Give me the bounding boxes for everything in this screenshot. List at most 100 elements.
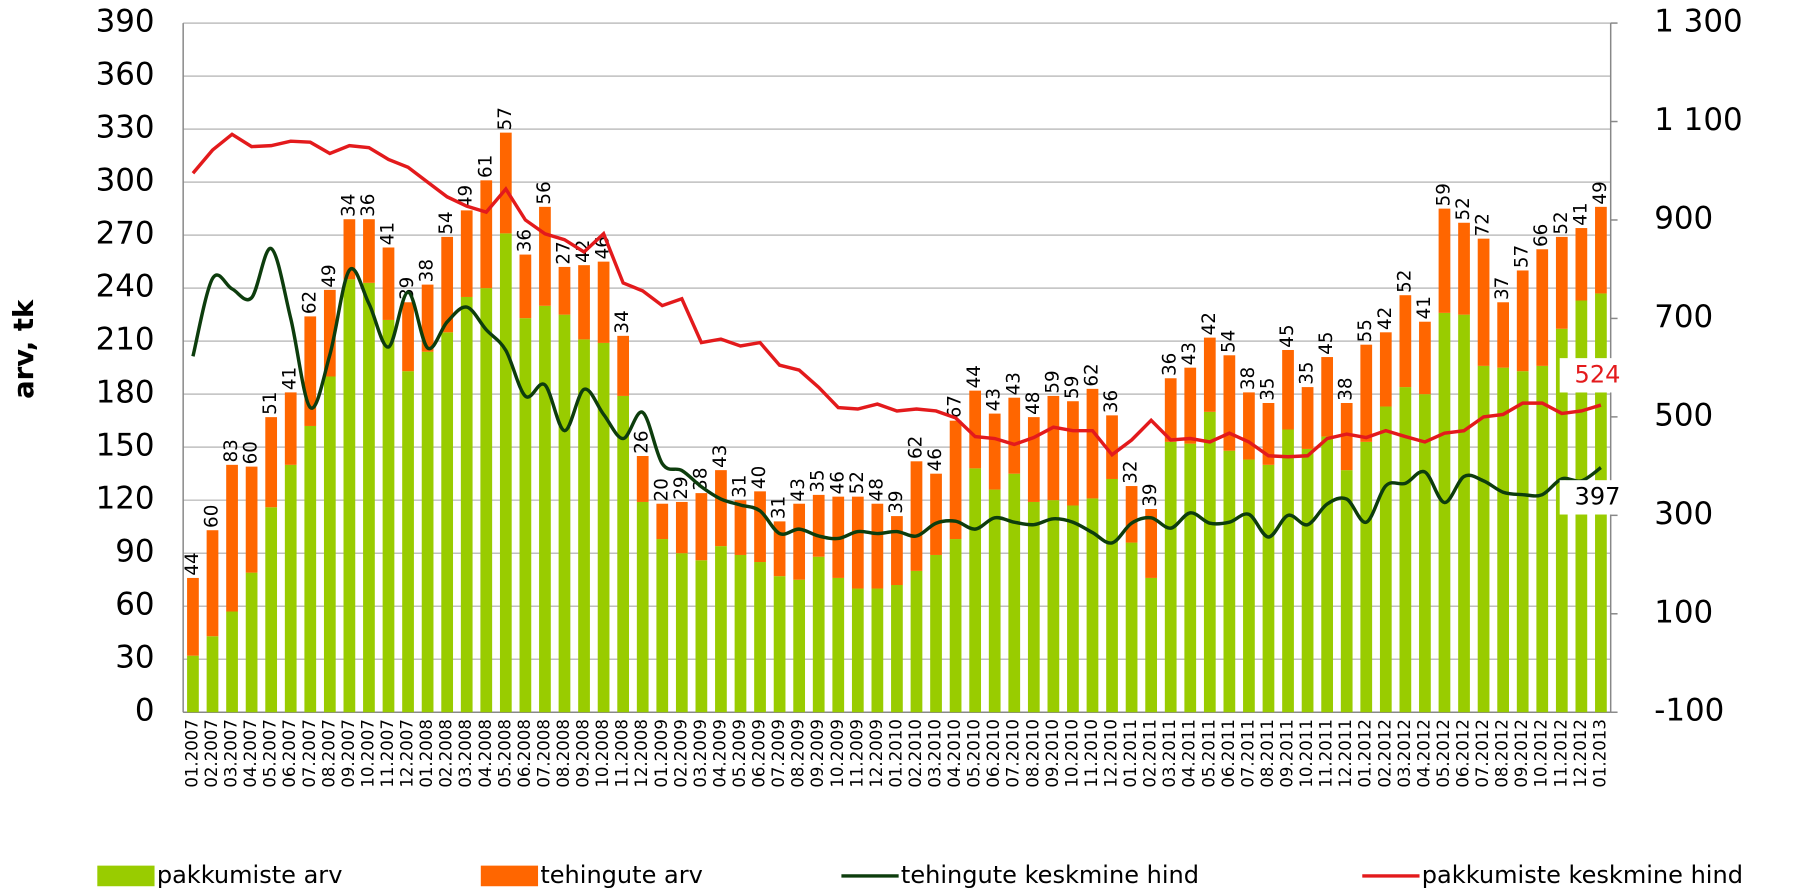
bar [1008,397,1021,474]
bar [441,236,454,333]
y-tick-label: 300 [96,163,155,199]
x-tick-label: 03.2009 [691,719,710,788]
x-tick-label: 12.2011 [1336,719,1355,788]
x-tick-label: 10.2008 [593,719,612,788]
bar [284,392,297,465]
bar [636,501,649,713]
bar [343,279,356,713]
bar [675,501,688,554]
bar [1125,486,1138,543]
bar [1047,395,1060,501]
y-tick-label: 0 [135,693,155,729]
x-tick-label: 10.2011 [1297,719,1316,788]
bar [1203,411,1216,713]
x-tick-label: 12.2007 [398,719,417,788]
bar [1301,448,1314,713]
bar [871,588,884,713]
bar [363,219,375,283]
bar [441,332,454,713]
bar [1027,501,1040,713]
y-tick-label: 180 [96,375,155,411]
bar [1106,415,1118,479]
bar [793,579,806,713]
bar [715,470,727,547]
data-label: 67 [945,395,966,418]
bar [1595,206,1607,294]
bar [1184,367,1197,444]
bar [656,503,669,540]
bar [1282,349,1294,430]
data-label: 66 [1531,224,1552,247]
bar [187,577,199,656]
data-label: 36 [1160,353,1181,376]
bar [1067,401,1079,506]
bar [656,539,669,713]
data-label: 40 [749,466,770,489]
data-label: 41 [1570,202,1591,225]
bar [930,473,942,555]
y-tick-label: 210 [96,322,155,358]
data-label: 62 [905,436,926,459]
bar [617,395,630,713]
x-tick-label: 01.2008 [417,719,436,788]
x-tick-label: 11.2008 [613,719,632,788]
bar [597,261,610,343]
bar [1067,505,1079,713]
x-tick-label: 09.2011 [1278,719,1297,788]
x-tick-label: 01.2013 [1590,719,1609,788]
legend-label: tehingute keskmine hind [901,861,1199,889]
x-tick-label: 04.2008 [476,719,495,788]
x-tick-label: 11.2009 [847,719,866,788]
data-label: 45 [1316,331,1337,354]
data-label: 52 [1394,270,1415,293]
label-box [1559,480,1636,515]
bar [1379,406,1392,713]
bar [1419,321,1431,395]
bar [1262,402,1275,465]
x-tick-label: 11.2011 [1317,719,1336,788]
bar [1106,478,1118,713]
bar [969,468,982,713]
legend-swatch [480,865,539,887]
data-label: 36 [1101,390,1122,413]
x-tick-label: 05.2011 [1199,719,1218,788]
data-label: 52 [1453,197,1474,220]
bar [871,503,884,589]
data-label: 43 [710,445,731,468]
bar [1164,441,1177,713]
bar [1321,357,1334,437]
data-label: 20 [651,478,672,501]
data-label: 43 [1179,342,1200,365]
data-label: 57 [495,107,516,130]
bar [206,530,219,637]
bar [578,339,590,713]
y-tick-label: 30 [115,640,154,676]
data-label: 43 [984,388,1005,411]
x-tick-label: 02.2009 [671,719,690,788]
x-tick-label: 06.2009 [750,719,769,788]
bar [1458,314,1470,713]
bar [1321,436,1334,713]
x-tick-label: 06.2011 [1219,719,1238,788]
data-label: 46 [827,471,848,494]
bar [891,585,903,713]
x-tick-label: 11.2007 [378,719,397,788]
x-tick-label: 06.2012 [1454,719,1473,788]
bar [245,466,258,573]
bar [597,342,610,713]
bar [421,284,434,352]
bar [363,282,375,713]
x-tick-label: 12.2012 [1571,719,1590,788]
bar [1399,295,1412,388]
y2-tick-label: 700 [1654,299,1713,335]
bar [226,464,238,612]
line [191,132,1602,459]
bar [1536,249,1549,366]
y-tick-label: 240 [96,269,155,305]
data-label: 52 [847,471,868,494]
bar [1360,344,1373,442]
bar [1262,464,1275,713]
line-end-label: 397 [1575,482,1621,510]
x-tick-label: 12.2009 [867,719,886,788]
